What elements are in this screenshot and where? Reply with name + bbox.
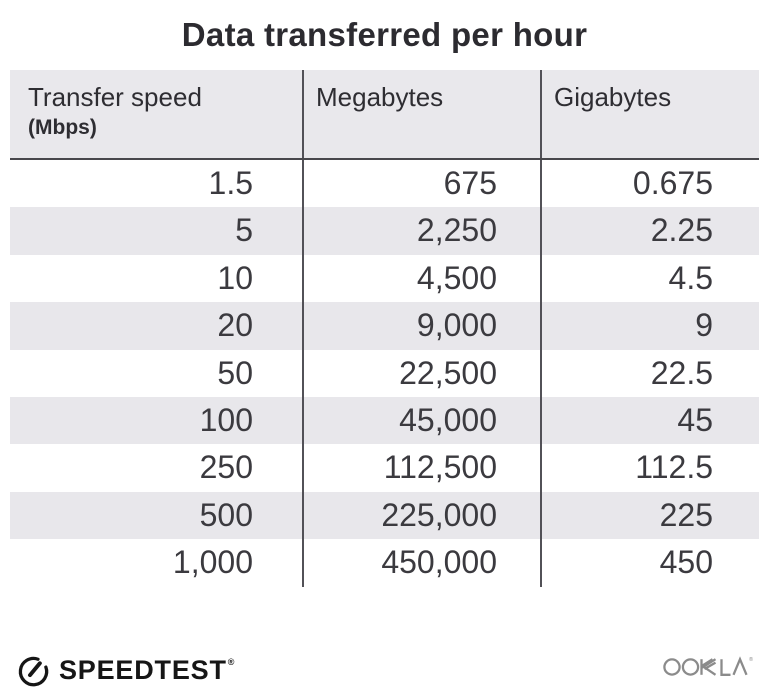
table-cell: 225 [540, 491, 759, 540]
table-row: 20 9,000 9 [10, 302, 759, 350]
table-cell: 9,000 [302, 302, 540, 350]
table-cell: 45 [540, 396, 759, 445]
column-header-transfer-speed-label: Transfer speed [28, 82, 202, 112]
table-cell: 450 [540, 539, 759, 587]
table-body: 1.5 675 0.675 5 2,250 2.25 10 4,500 4.5 20 9,000 9 5… [10, 160, 759, 587]
table-cell: 4.5 [540, 254, 759, 303]
table-cell: 2.25 [540, 207, 759, 255]
table-row: 250 112,500 112.5 [10, 444, 759, 492]
table-cell: 450,000 [302, 539, 540, 587]
table-cell: 1,000 [172, 544, 253, 581]
table-cell: 22.5 [540, 349, 759, 397]
data-table: Transfer speed (Mbps) Megabytes Gigabyte… [10, 70, 759, 587]
table-cell: 5 [235, 212, 253, 249]
table-cell: 250 [199, 449, 253, 486]
table-cell: 45,000 [302, 396, 540, 445]
ookla-trademark-symbol: ® [749, 656, 753, 663]
column-header-megabytes: Megabytes [302, 70, 540, 158]
footer: SPEEDTEST® ® [0, 638, 769, 698]
table-row: 10 4,500 4.5 [10, 254, 759, 303]
table-cell: 112,500 [302, 444, 540, 492]
column-header-gigabytes: Gigabytes [540, 70, 759, 158]
ookla-logo: ® [663, 653, 755, 684]
table-cell: 675 [302, 160, 540, 208]
table-cell: 100 [199, 401, 253, 438]
table-cell: 500 [199, 496, 253, 533]
table-row: 1,000 450,000 450 [10, 539, 759, 587]
speedtest-wordmark: SPEEDTEST® [59, 655, 236, 685]
table-row: 1.5 675 0.675 [10, 160, 759, 208]
table-cell: 0.675 [540, 160, 759, 208]
speedtest-trademark-symbol: ® [227, 657, 236, 667]
table-row: 100 45,000 45 [10, 396, 759, 445]
table-cell: 1.5 [208, 165, 253, 201]
speedtest-logo: SPEEDTEST® [16, 653, 234, 688]
table-row: 5 2,250 2.25 [10, 207, 759, 255]
speedtest-gauge-icon [18, 656, 49, 687]
table-row: 500 225,000 225 [10, 491, 759, 540]
table-cell: 225,000 [302, 491, 540, 540]
table-cell: 20 [217, 307, 253, 344]
table-cell: 112.5 [540, 444, 759, 492]
table-row: 50 22,500 22.5 [10, 349, 759, 397]
table-cell: 50 [217, 354, 253, 391]
table-cell: 10 [217, 259, 253, 296]
table-cell: 9 [540, 302, 759, 350]
table-cell: 22,500 [302, 349, 540, 397]
page-title: Data transferred per hour [181, 16, 588, 53]
column-header-transfer-speed-unit: (Mbps) [28, 116, 97, 140]
ookla-wordmark-icon: ® [663, 656, 753, 676]
column-header-transfer-speed: Transfer speed (Mbps) [10, 70, 302, 158]
table-cell: 4,500 [302, 254, 540, 303]
table-cell: 2,250 [302, 207, 540, 255]
table-header: Transfer speed (Mbps) Megabytes Gigabyte… [10, 70, 759, 160]
